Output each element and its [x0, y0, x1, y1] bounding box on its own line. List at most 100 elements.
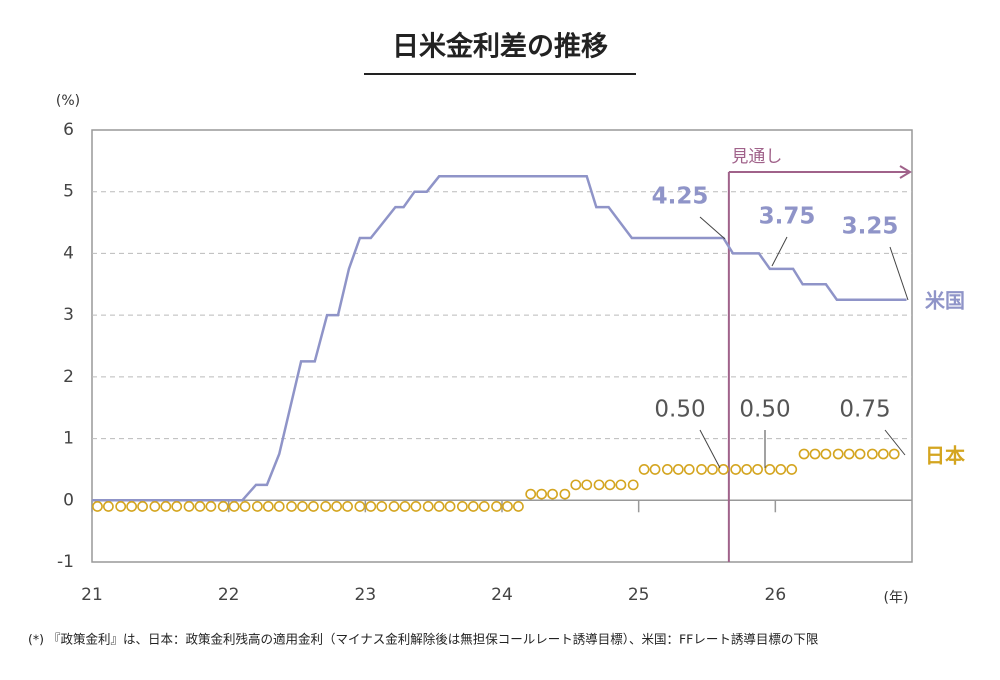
jp-point: [491, 501, 502, 512]
jp-point: [809, 448, 821, 460]
jp-point: [342, 501, 353, 512]
footnote: (*) 『政策金利』は、日本：政策金利残高の適用金利（マイナス金利解除後は無担保…: [28, 632, 819, 647]
jp-point: [205, 501, 217, 512]
jp-point: [581, 479, 593, 491]
jp-point: [149, 501, 161, 512]
jp-point: [262, 501, 274, 512]
jp-point: [513, 501, 524, 512]
jp-point: [160, 501, 172, 512]
jp-point: [877, 448, 889, 460]
us-line: [92, 175, 907, 502]
jp-point: [661, 464, 673, 475]
jp-point: [251, 501, 263, 512]
jp-point: [888, 448, 900, 460]
arrow-head: [899, 165, 912, 179]
jp-point: [320, 501, 332, 512]
jp-point: [354, 501, 366, 512]
leader-line: [771, 236, 788, 267]
jp-point: [615, 479, 627, 491]
jp-point: [115, 501, 127, 512]
jp-point: [683, 464, 695, 475]
jp-point: [627, 479, 639, 491]
y-tick-label: 1: [63, 429, 74, 449]
annotation: 4.25: [652, 184, 709, 210]
jp-point: [286, 501, 297, 512]
y-tick-label: 2: [63, 367, 74, 387]
annotation: 3.25: [842, 214, 899, 240]
jp-point: [570, 479, 582, 491]
jp-point: [126, 501, 138, 512]
leader-line: [889, 246, 909, 301]
jp-point: [92, 501, 103, 512]
y-tick-label: 4: [63, 243, 74, 263]
jp-point: [638, 464, 650, 475]
jp-point: [536, 488, 548, 500]
annotation: 0.50: [739, 397, 790, 423]
jp-point: [331, 501, 343, 512]
jp-point: [696, 464, 707, 475]
jp-point: [467, 501, 479, 512]
jp-point: [273, 501, 285, 512]
x-tick-label: 21: [81, 585, 103, 605]
y-tick-label: 3: [63, 305, 74, 325]
leader-line: [884, 429, 906, 456]
jp-point: [297, 501, 308, 512]
jp-point: [228, 501, 240, 512]
annotation: 3.75: [759, 204, 816, 230]
y-unit: (%): [56, 93, 80, 109]
jp-point: [456, 501, 468, 512]
legend-label: 日本: [925, 444, 965, 468]
jp-point: [707, 464, 718, 475]
jp-point: [718, 464, 729, 475]
jp-point: [171, 501, 183, 512]
jp-point: [820, 448, 832, 460]
jp-point: [307, 501, 319, 512]
x-tick-label: 23: [355, 585, 377, 605]
jp-point: [502, 501, 513, 512]
plot-frame: [91, 129, 913, 563]
jp-point: [752, 464, 763, 475]
jp-point: [217, 501, 229, 512]
leader-line: [699, 429, 721, 469]
jp-point: [433, 501, 445, 512]
jp-point: [194, 501, 206, 512]
jp-point: [376, 501, 388, 512]
x-tick-label: 22: [218, 585, 240, 605]
jp-point: [730, 464, 742, 475]
jp-point: [604, 479, 616, 491]
jp-point: [239, 501, 251, 512]
jp-point: [843, 448, 855, 460]
jp-point: [547, 488, 558, 500]
jp-point: [832, 448, 844, 460]
jp-point: [559, 488, 571, 500]
jp-point: [399, 501, 411, 512]
jp-point: [798, 448, 810, 460]
leader-line: [699, 216, 726, 240]
jp-point: [103, 501, 114, 512]
x-unit: (年): [884, 590, 909, 606]
jp-point: [649, 464, 661, 475]
jp-point: [365, 501, 377, 512]
jp-point: [775, 464, 787, 475]
y-tick-label: 6: [63, 120, 74, 140]
jp-point: [444, 501, 456, 512]
chart-title: 日米金利差の推移: [392, 31, 608, 63]
jp-point: [786, 464, 798, 475]
forecast-label: 見通し: [731, 147, 782, 167]
jp-point: [388, 501, 400, 512]
jp-point: [183, 501, 195, 512]
jp-point: [525, 488, 537, 500]
jp-point: [854, 448, 866, 460]
annotation: 0.50: [654, 397, 705, 423]
jp-point: [410, 501, 422, 512]
y-tick-label: 0: [63, 490, 74, 510]
annotation: 0.75: [839, 397, 890, 423]
y-tick-label: -1: [57, 552, 74, 572]
jp-point: [137, 501, 148, 512]
jp-point: [764, 464, 776, 475]
y-tick-label: 5: [63, 182, 74, 202]
jp-point: [593, 479, 605, 491]
jp-point: [672, 464, 684, 475]
jp-point: [866, 448, 878, 460]
